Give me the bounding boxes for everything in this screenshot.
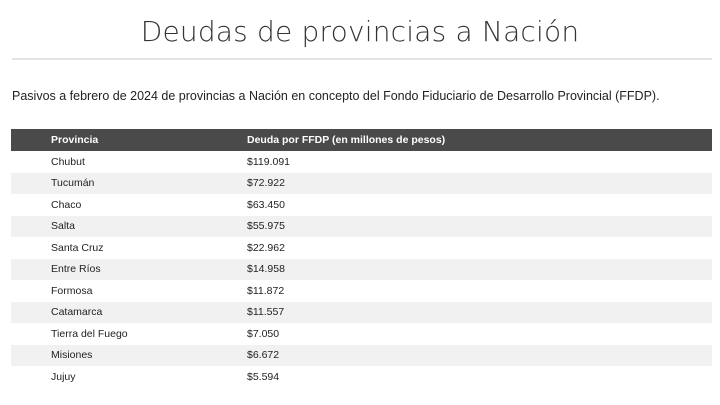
table-row: Tucumán $72.922 [11,172,712,194]
cell-provincia: Jujuy [51,370,76,383]
cell-deuda: $11.557 [247,306,285,319]
cell-deuda: $55.975 [247,220,285,233]
cell-deuda: $63.450 [247,198,285,211]
cell-deuda: $22.962 [247,241,285,254]
table-row: Catamarca $11.557 [11,301,712,323]
table-row: Jujuy $5.594 [11,366,712,388]
table-body: Chubut $119.091 Tucumán $72.922 Chaco $6… [11,151,712,388]
cell-provincia: Misiones [51,349,93,362]
cell-deuda: $7.050 [247,327,280,340]
cell-provincia: Chaco [51,198,82,211]
cell-deuda: $5.594 [247,370,280,383]
cell-deuda: $119.091 [247,155,291,168]
cell-provincia: Catamarca [51,306,103,319]
table-row: Misiones $6.672 [11,344,712,366]
cell-deuda: $72.922 [247,177,285,190]
cell-provincia: Tierra del Fuego [51,327,128,340]
table-row: Salta $55.975 [11,215,712,237]
table-description: Pasivos a febrero de 2024 de provincias … [12,89,660,103]
title-divider [12,58,712,60]
cell-deuda: $6.672 [247,349,280,362]
cell-provincia: Salta [51,220,75,233]
debt-table: Provincia Deuda por FFDP (en millones de… [11,129,712,388]
cell-deuda: $14.958 [247,263,285,276]
cell-provincia: Entre Ríos [51,263,101,276]
table-header: Provincia Deuda por FFDP (en millones de… [11,129,712,151]
cell-provincia: Tucumán [51,177,95,190]
cell-deuda: $11.872 [247,284,285,297]
table-row: Tierra del Fuego $7.050 [11,323,712,345]
page-title: Deudas de provincias a Nación [140,15,580,48]
cell-provincia: Santa Cruz [51,241,104,254]
cell-provincia: Formosa [51,284,93,297]
table-row: Formosa $11.872 [11,280,712,302]
table-row: Chaco $63.450 [11,194,712,216]
table-row: Santa Cruz $22.962 [11,237,712,259]
cell-provincia: Chubut [51,155,85,168]
table-row: Chubut $119.091 [11,151,712,173]
table-row: Entre Ríos $14.958 [11,258,712,280]
column-header-deuda: Deuda por FFDP (en millones de pesos) [247,134,446,146]
column-header-provincia: Provincia [51,134,99,146]
